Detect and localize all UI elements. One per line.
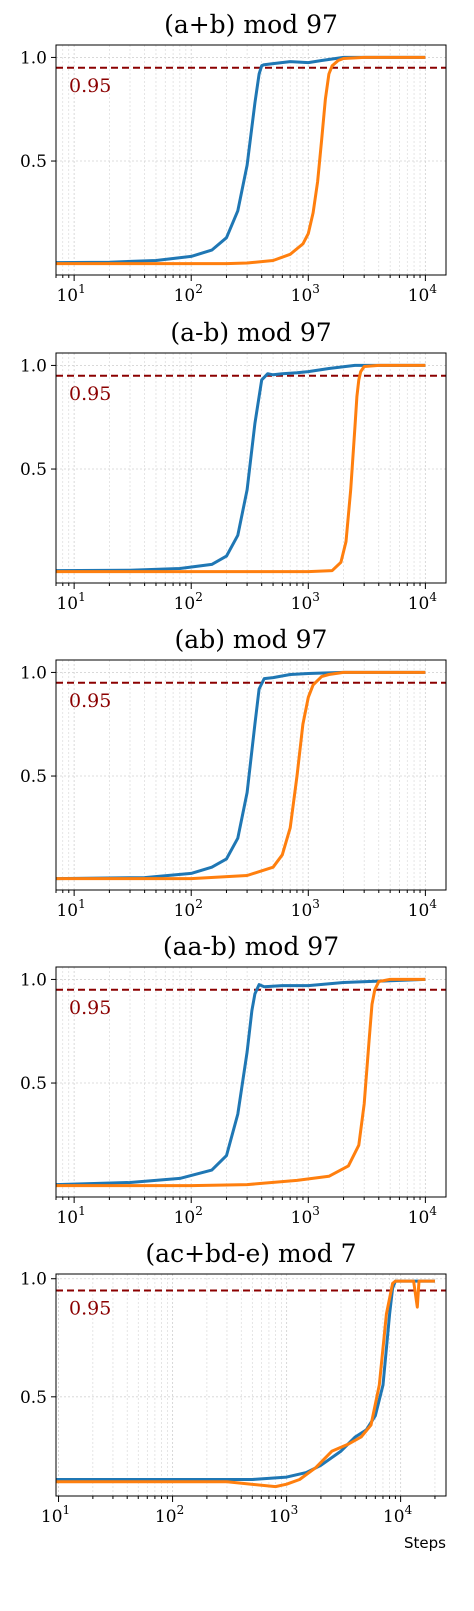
y-tick-label: 0.5 xyxy=(20,1074,47,1094)
grid xyxy=(55,45,446,275)
y-tick-label: 0.5 xyxy=(20,152,47,172)
y-tick-label: 1.0 xyxy=(20,1270,47,1290)
y-tick-label: 0.5 xyxy=(20,767,47,787)
x-tick-label: 102 xyxy=(155,1503,184,1527)
y-tick-label: 0.5 xyxy=(20,1388,47,1408)
threshold-label: 0.95 xyxy=(69,690,111,712)
x-tick-label: 104 xyxy=(408,1204,438,1228)
series-line-1 xyxy=(56,363,426,573)
subplot-title: (ab) mod 97 xyxy=(175,625,328,654)
y-tick-label: 1.0 xyxy=(20,48,47,68)
subplot-5: (ac+bd-e) mod 7 0.95 0.5 1.0 101 102 103 104 Ste… xyxy=(20,1239,447,1552)
grid xyxy=(55,967,446,1197)
axes-frame xyxy=(55,659,447,891)
subplot-4: (aa-b) mod 97 0.95 0.5 1.0 101 102 103 104 xyxy=(20,932,447,1228)
subplot-2: (a-b) mod 97 0.95 0.5 1.0 101 102 103 104 xyxy=(20,318,447,614)
series-line-2 xyxy=(56,363,426,574)
grid xyxy=(55,660,446,890)
x-tick-label: 102 xyxy=(174,1204,203,1228)
x-tick-label: 103 xyxy=(291,282,320,306)
threshold-label: 0.95 xyxy=(69,75,111,97)
series-line-2 xyxy=(56,977,426,1188)
x-tick-label: 104 xyxy=(408,590,438,614)
subplot-3: (ab) mod 97 0.95 0.5 1.0 101 102 103 104 xyxy=(20,625,447,921)
x-tick-label: 102 xyxy=(174,590,203,614)
y-tick-label: 1.0 xyxy=(20,356,47,376)
x-tick-label: 104 xyxy=(408,897,438,921)
y-tick-label: 1.0 xyxy=(20,663,47,683)
threshold-label: 0.95 xyxy=(69,383,111,405)
series-line-1 xyxy=(56,55,426,265)
x-tick-label: 104 xyxy=(408,282,438,306)
x-tick-label: 102 xyxy=(174,897,203,921)
x-axis-label: Steps xyxy=(404,1534,446,1552)
x-tick-label: 101 xyxy=(41,1503,70,1527)
subplot-title: (a+b) mod 97 xyxy=(164,10,338,39)
subplot-title: (aa-b) mod 97 xyxy=(163,932,339,961)
series-line-2 xyxy=(56,55,426,266)
subplot-title: (a-b) mod 97 xyxy=(170,318,331,347)
x-tick-label: 103 xyxy=(291,897,320,921)
subplot-title: (ac+bd-e) mod 7 xyxy=(145,1239,356,1268)
series-line-1 xyxy=(56,977,426,1187)
axes-frame xyxy=(55,966,447,1198)
axes-frame xyxy=(55,352,447,584)
x-tick-label: 103 xyxy=(291,590,320,614)
x-tick-label: 101 xyxy=(56,897,85,921)
y-tick-label: 1.0 xyxy=(20,970,47,990)
axes-frame xyxy=(55,1273,447,1497)
series-line-2 xyxy=(56,1279,435,1489)
x-tick-label: 101 xyxy=(56,590,85,614)
x-tick-label: 101 xyxy=(56,1204,85,1228)
y-tick-label: 0.5 xyxy=(20,460,47,480)
threshold-label: 0.95 xyxy=(69,997,111,1019)
x-tick-label: 101 xyxy=(56,282,85,306)
x-tick-label: 104 xyxy=(383,1503,413,1527)
x-tick-label: 102 xyxy=(174,282,203,306)
series-line-1 xyxy=(56,670,426,881)
series-line-2 xyxy=(56,670,426,881)
subplot-1: (a+b) mod 97 0.95 0.5 1.0 101 102 103 104 xyxy=(20,10,447,306)
x-tick-label: 103 xyxy=(291,1204,320,1228)
threshold-label: 0.95 xyxy=(69,1298,111,1320)
x-tick-label: 103 xyxy=(269,1503,298,1527)
axes-frame xyxy=(55,44,447,276)
